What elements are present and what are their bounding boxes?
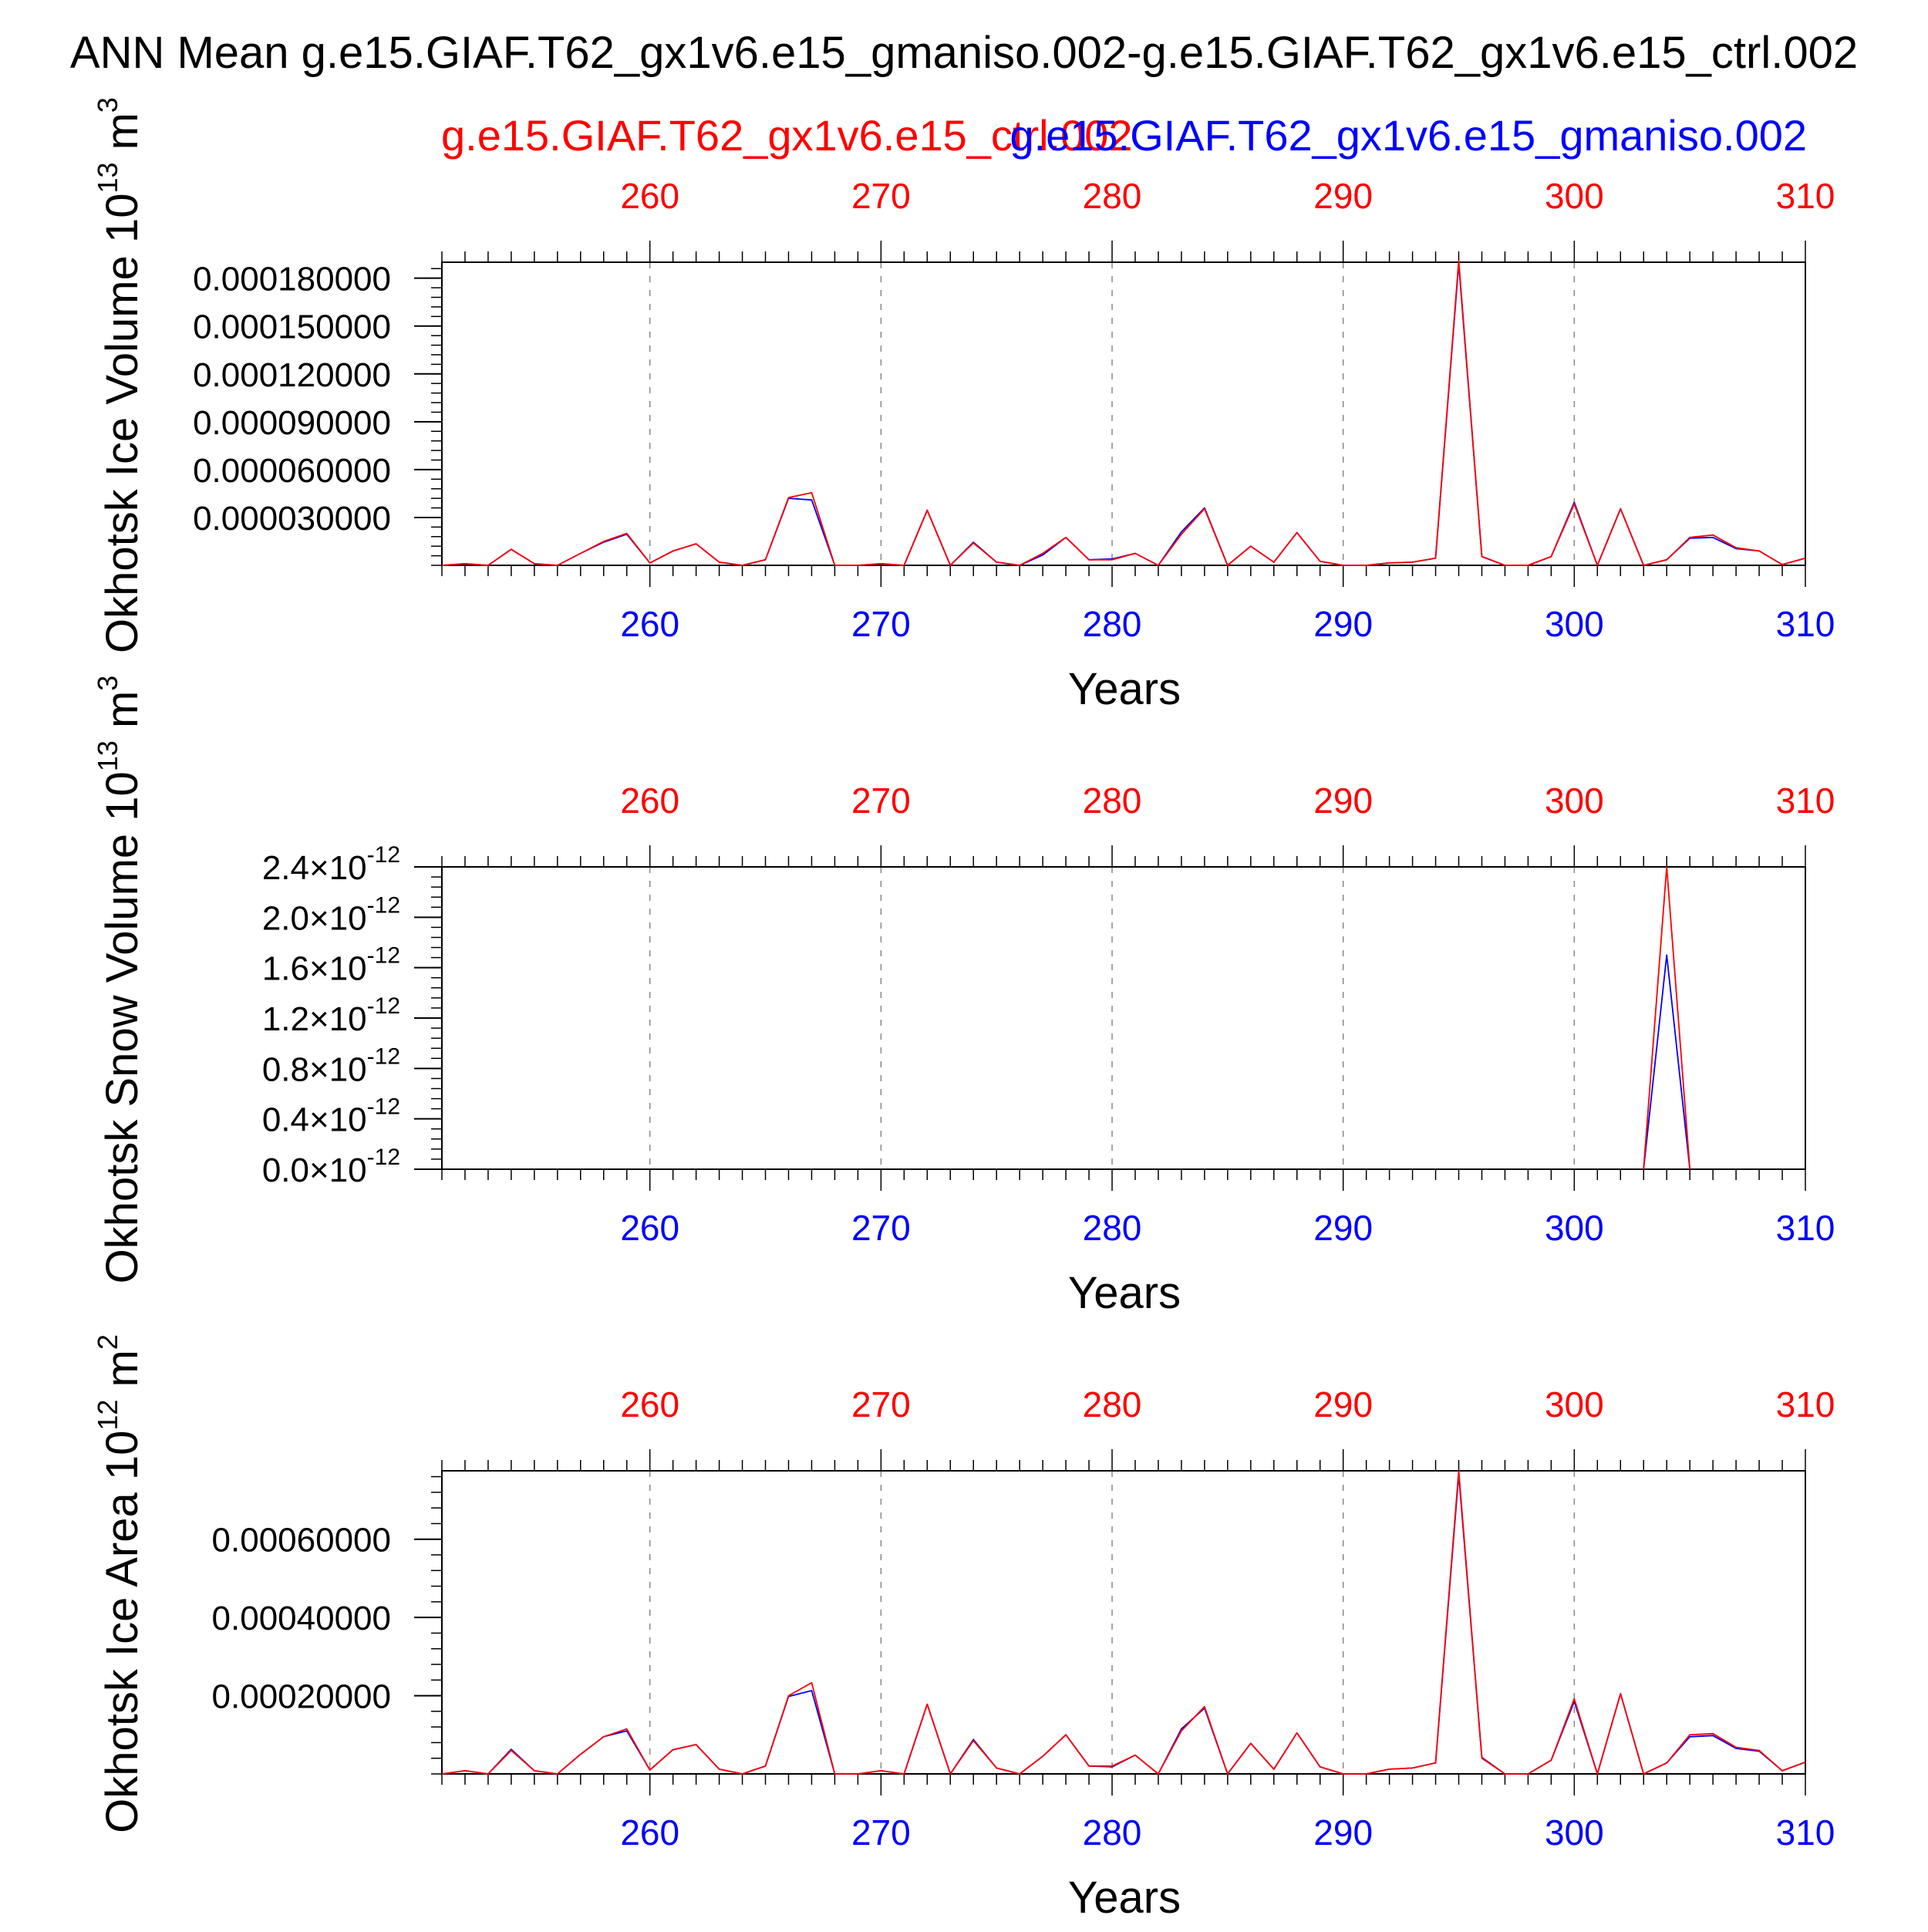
y-tick-label: 0.000150000 <box>193 309 391 346</box>
plot-frame <box>441 261 1806 566</box>
y-axis-title: Okhotsk Ice Volume 1013 m3 <box>92 97 147 653</box>
x-tick-label-bottom: 300 <box>1545 1812 1604 1853</box>
y-tick-label: 0.000060000 <box>193 452 391 490</box>
y-tick-label: 0.000180000 <box>193 261 391 298</box>
x-tick-label-top: 280 <box>1083 781 1142 821</box>
legend-ctrl-label: g.e15.GIAF.T62_gx1v6.e15_ctrl.002 <box>441 111 1133 160</box>
x-tick-label-bottom: 260 <box>620 1812 679 1853</box>
x-tick-label-bottom: 260 <box>620 604 679 644</box>
x-tick-label-top: 260 <box>620 781 679 821</box>
legend-gmaniso-label: g.e15.GIAF.T62_gx1v6.e15_gmaniso.002 <box>1010 111 1807 160</box>
x-tick-label-bottom: 270 <box>851 1812 911 1853</box>
x-axis-title: Years <box>1068 1873 1181 1923</box>
series-line-ctrl <box>1643 866 1691 1170</box>
plot-frame <box>441 866 1806 1170</box>
y-tick-label: 1.6×10-12 <box>262 943 400 988</box>
series-line-ctrl <box>441 259 1806 566</box>
y-tick-label: 0.8×10-12 <box>262 1044 400 1088</box>
y-tick-label: 0.000090000 <box>193 404 391 442</box>
x-tick-label-bottom: 280 <box>1083 1812 1142 1853</box>
x-tick-label-top: 270 <box>851 1384 911 1425</box>
x-tick-label-bottom: 270 <box>851 1208 911 1248</box>
series-line-gmaniso <box>441 1474 1806 1775</box>
panel-2: 260 260 270 270 280 280 290 290 300 300 310 310 Year… <box>92 676 1835 1318</box>
x-tick-label-bottom: 290 <box>1313 1208 1373 1248</box>
y-axis-title: Okhotsk Ice Area 1012 m2 <box>92 1334 147 1833</box>
y-tick-label: 2.0×10-12 <box>262 892 400 937</box>
x-tick-label-top: 310 <box>1776 176 1835 216</box>
x-tick-label-bottom: 310 <box>1776 1208 1835 1248</box>
x-tick-label-top: 300 <box>1545 781 1604 821</box>
y-tick-label: 0.000030000 <box>193 500 391 538</box>
chart-title: ANN Mean g.e15.GIAF.T62_gx1v6.e15_gmanis… <box>70 28 1858 78</box>
x-tick-label-bottom: 280 <box>1083 604 1142 644</box>
x-tick-label-top: 300 <box>1545 1384 1604 1425</box>
x-tick-label-bottom: 310 <box>1776 604 1835 644</box>
y-tick-label: 0.00020000 <box>212 1678 391 1716</box>
plot-frame <box>441 1470 1806 1775</box>
x-tick-label-top: 270 <box>851 176 911 216</box>
y-tick-label: 0.0×10-12 <box>262 1145 400 1189</box>
x-tick-label-top: 280 <box>1083 176 1142 216</box>
x-axis-title: Years <box>1068 1268 1181 1318</box>
y-tick-label: 1.2×10-12 <box>262 993 400 1038</box>
x-tick-label-top: 260 <box>620 1384 679 1425</box>
x-tick-label-bottom: 290 <box>1313 1812 1373 1853</box>
series-line-gmaniso <box>1643 954 1691 1170</box>
x-tick-label-top: 290 <box>1313 781 1373 821</box>
x-tick-label-top: 260 <box>620 176 679 216</box>
x-tick-label-bottom: 310 <box>1776 1812 1835 1853</box>
x-axis-title: Years <box>1068 664 1181 714</box>
x-tick-label-top: 290 <box>1313 1384 1373 1425</box>
x-tick-label-bottom: 290 <box>1313 604 1373 644</box>
series-line-gmaniso <box>441 263 1806 566</box>
y-tick-label: 0.000120000 <box>193 356 391 394</box>
x-tick-label-bottom: 270 <box>851 604 911 644</box>
x-tick-label-bottom: 300 <box>1545 1208 1604 1248</box>
x-tick-label-top: 310 <box>1776 781 1835 821</box>
x-tick-label-top: 290 <box>1313 176 1373 216</box>
x-tick-label-top: 310 <box>1776 1384 1835 1425</box>
x-tick-label-top: 270 <box>851 781 911 821</box>
panel-3: 260 260 270 270 280 280 290 290 300 300 310 310 Year… <box>92 1334 1835 1923</box>
y-tick-label: 0.00040000 <box>212 1600 391 1637</box>
x-tick-label-bottom: 260 <box>620 1208 679 1248</box>
series-line-ctrl <box>441 1470 1806 1775</box>
y-axis-title: Okhotsk Snow Volume 1013 m3 <box>92 676 147 1284</box>
y-tick-label: 0.4×10-12 <box>262 1094 400 1139</box>
y-tick-label: 0.00060000 <box>212 1522 391 1559</box>
x-tick-label-top: 300 <box>1545 176 1604 216</box>
x-tick-label-top: 280 <box>1083 1384 1142 1425</box>
panels-group: 260 260 270 270 280 280 290 290 300 300 310 310 Year… <box>92 97 1835 1923</box>
x-tick-label-bottom: 300 <box>1545 604 1604 644</box>
x-tick-label-bottom: 280 <box>1083 1208 1142 1248</box>
y-tick-label: 2.4×10-12 <box>262 842 400 887</box>
panel-1: 260 260 270 270 280 280 290 290 300 300 310 310 Year… <box>92 97 1835 714</box>
